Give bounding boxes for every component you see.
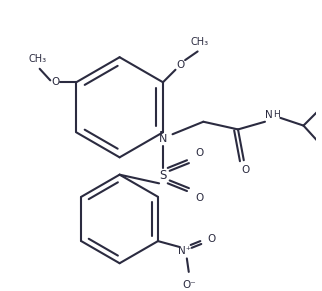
Text: O: O (195, 148, 204, 159)
Text: O: O (242, 165, 250, 175)
Text: CH₃: CH₃ (29, 54, 47, 64)
Text: N: N (159, 134, 167, 144)
Text: H: H (273, 111, 280, 120)
Text: CH₃: CH₃ (191, 37, 209, 47)
Text: O: O (195, 193, 204, 203)
Text: N: N (265, 110, 273, 120)
Text: O: O (208, 234, 216, 244)
Text: N⁺: N⁺ (178, 246, 192, 256)
Text: S: S (159, 169, 166, 182)
Text: O: O (176, 60, 185, 70)
Text: O⁻: O⁻ (182, 281, 196, 290)
Text: O: O (51, 77, 59, 87)
